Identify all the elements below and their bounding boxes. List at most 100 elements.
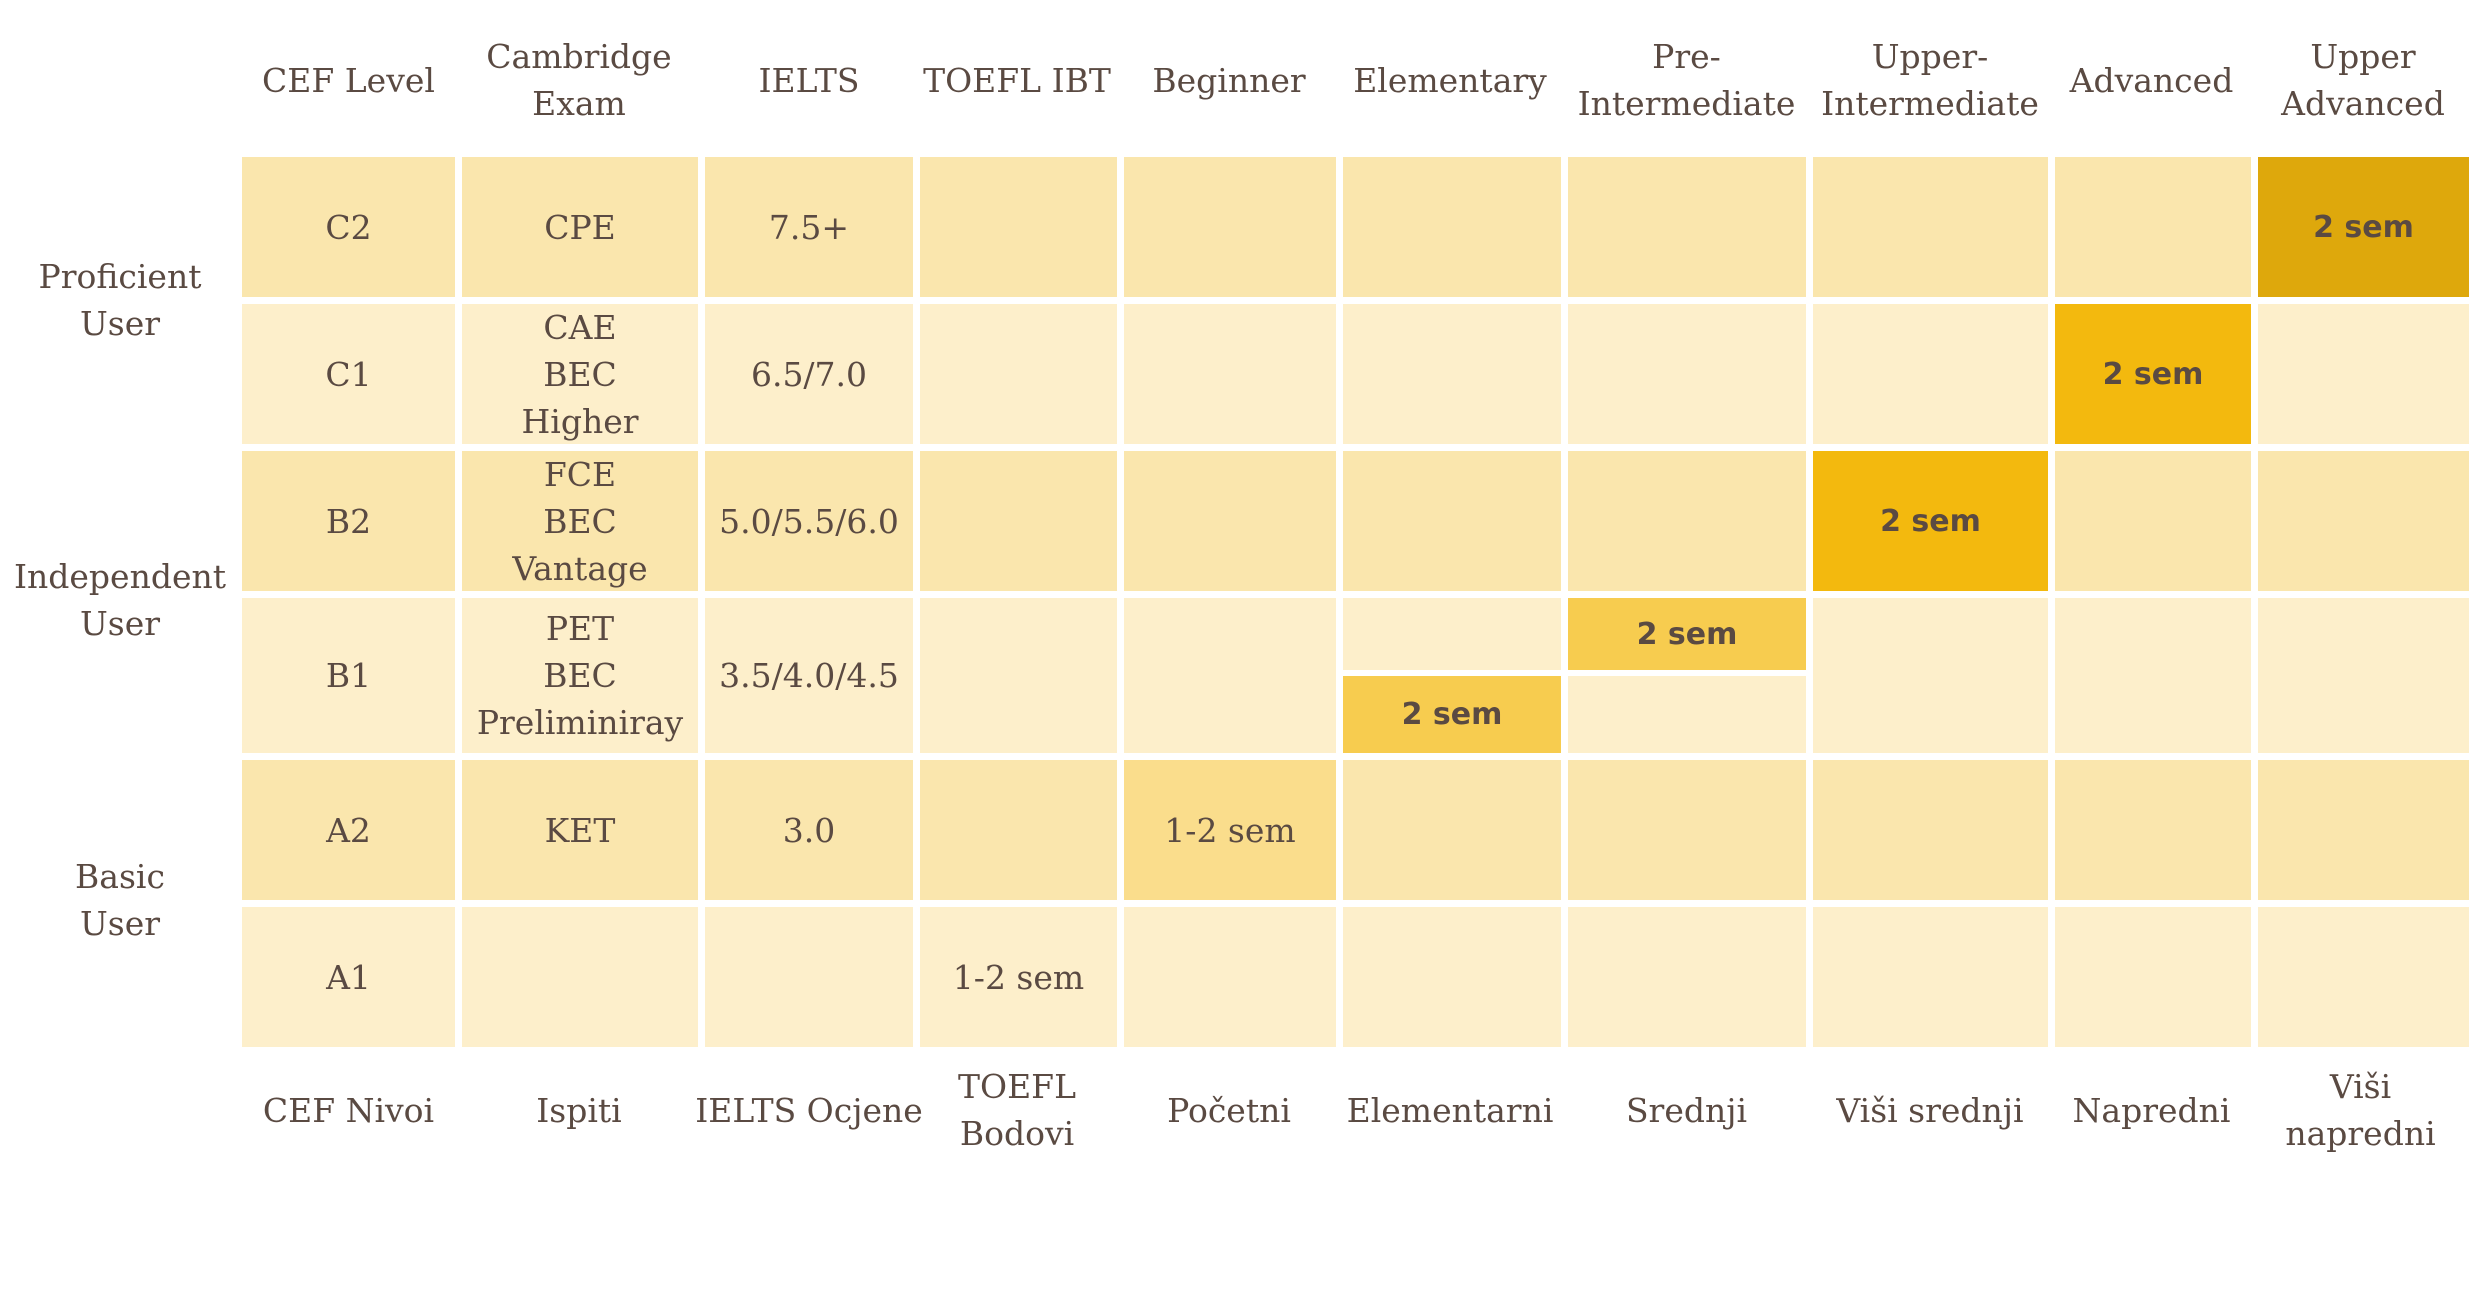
cell-a2-upper-advanced bbox=[2258, 760, 2469, 900]
group-basic-user: Basic User bbox=[0, 850, 240, 950]
cell-a1-toefl: 1-2 sem bbox=[920, 907, 1117, 1047]
header-elementary: Elementary bbox=[1340, 30, 1560, 130]
header-upper-adv-line1: Upper bbox=[2310, 37, 2416, 76]
header-beginner: Beginner bbox=[1122, 30, 1336, 130]
footer-elementarni: Elementarni bbox=[1340, 1060, 1560, 1160]
b1-ielts-text: 3.5/4.0/4.5 bbox=[719, 656, 899, 695]
header-advanced: Advanced bbox=[2053, 30, 2250, 130]
footer-toefl-line1: TOEFL bbox=[958, 1067, 1076, 1106]
header-cef-level: CEF Level bbox=[240, 30, 457, 130]
b2-exam-line1: FCE bbox=[543, 454, 617, 494]
cell-a1-level: A1 bbox=[242, 907, 455, 1047]
a2-level-text: A2 bbox=[326, 810, 371, 850]
a2-course-text: 1-2 sem bbox=[1164, 810, 1296, 850]
cell-b1-exam: PET BEC Preliminiray bbox=[462, 598, 698, 753]
header-elementary-label: Elementary bbox=[1353, 60, 1547, 100]
b1-exam-line3: Preliminiray bbox=[476, 703, 684, 742]
footer-srednji: Srednji bbox=[1567, 1060, 1806, 1160]
header-ielts: IELTS bbox=[705, 30, 913, 130]
cell-a1-beginner bbox=[1124, 907, 1336, 1047]
b1-exam-line2: BEC bbox=[543, 656, 617, 695]
cell-c2-upper-intermediate bbox=[1813, 157, 2048, 297]
cell-c2-exam: CPE bbox=[462, 157, 698, 297]
cell-c2-upper-advanced: 2 sem bbox=[2258, 157, 2469, 297]
footer-napredni: Napredni bbox=[2053, 1060, 2250, 1160]
a2-ielts-text: 3.0 bbox=[782, 810, 836, 850]
c2-ielts-text: 7.5+ bbox=[768, 207, 850, 247]
cell-b2-elementary bbox=[1343, 451, 1561, 591]
cell-c2-ielts: 7.5+ bbox=[705, 157, 913, 297]
group-basic-line2: User bbox=[79, 904, 161, 943]
cell-c1-ielts: 6.5/7.0 bbox=[705, 304, 913, 444]
cell-c1-pre-intermediate bbox=[1568, 304, 1806, 444]
group-independent-user: Independent User bbox=[0, 550, 240, 650]
cell-b1-beginner bbox=[1124, 598, 1336, 753]
header-upper-int-line1: Upper- bbox=[1871, 37, 1989, 76]
group-proficient-line1: Proficient bbox=[38, 257, 202, 296]
header-cambridge-exam: Cambridge Exam bbox=[461, 30, 697, 130]
c1-course-text: 2 sem bbox=[2102, 356, 2204, 392]
footer-cef-text: CEF Nivoi bbox=[262, 1090, 435, 1130]
header-cambridge-line1: Cambridge bbox=[486, 37, 672, 76]
cell-a1-exam bbox=[462, 907, 698, 1047]
cell-a1-advanced bbox=[2055, 907, 2251, 1047]
group-independent-line1: Independent bbox=[13, 557, 227, 596]
header-pre-line2: Intermediate bbox=[1577, 84, 1796, 123]
group-proficient-line2: User bbox=[79, 304, 161, 343]
cell-b2-upper-intermediate: 2 sem bbox=[1813, 451, 2048, 591]
group-basic-line1: Basic bbox=[75, 857, 165, 896]
cell-b1-upper-intermediate bbox=[1813, 598, 2048, 753]
cell-b1-advanced bbox=[2055, 598, 2251, 753]
cell-c1-upper-advanced bbox=[2258, 304, 2469, 444]
footer-cef-nivoi: CEF Nivoi bbox=[240, 1060, 457, 1160]
cell-c1-exam: CAE BEC Higher bbox=[462, 304, 698, 444]
cell-b2-beginner bbox=[1124, 451, 1336, 591]
cell-a2-elementary bbox=[1343, 760, 1561, 900]
footer-srednji-text: Srednji bbox=[1625, 1090, 1748, 1130]
c2-course-text: 2 sem bbox=[2313, 209, 2414, 245]
cell-c1-advanced: 2 sem bbox=[2055, 304, 2251, 444]
cell-a2-advanced bbox=[2055, 760, 2251, 900]
cell-c2-toefl bbox=[920, 157, 1117, 297]
footer-visi-napredni-text: Viši napredni bbox=[2285, 1067, 2436, 1153]
cell-a1-upper-advanced bbox=[2258, 907, 2469, 1047]
cell-b2-ielts: 5.0/5.5/6.0 bbox=[705, 451, 913, 591]
c1-exam-line3: Higher bbox=[521, 401, 639, 441]
footer-ielts-text: IELTS Ocjene bbox=[695, 1090, 923, 1130]
cell-a1-elementary bbox=[1343, 907, 1561, 1047]
cell-c2-level: C2 bbox=[242, 157, 455, 297]
header-beginner-label: Beginner bbox=[1152, 60, 1306, 100]
footer-toefl-bodovi: TOEFL Bodovi bbox=[917, 1060, 1117, 1160]
footer-visi-srednji: Viši srednji bbox=[1812, 1060, 2048, 1160]
cell-a2-ielts: 3.0 bbox=[705, 760, 913, 900]
header-cambridge-line2: Exam bbox=[532, 84, 626, 123]
cell-a2-level: A2 bbox=[242, 760, 455, 900]
cell-c2-elementary bbox=[1343, 157, 1561, 297]
header-toefl-ibt: TOEFL IBT bbox=[917, 30, 1117, 130]
cell-c2-beginner bbox=[1124, 157, 1336, 297]
cell-b2-level: B2 bbox=[242, 451, 455, 591]
cell-a2-exam: KET bbox=[462, 760, 698, 900]
a1-toefl-text: 1-2 sem bbox=[952, 957, 1085, 997]
cell-b1-upper-advanced bbox=[2258, 598, 2469, 753]
cell-b1-pre-intermediate-bottom bbox=[1568, 676, 1806, 753]
b1-level-text: B1 bbox=[325, 656, 372, 695]
b1-exam-line1: PET bbox=[545, 609, 615, 648]
cell-b1-ielts: 3.5/4.0/4.5 bbox=[705, 598, 913, 753]
b2-course-text: 2 sem bbox=[1880, 503, 1981, 539]
group-proficient-user: Proficient User bbox=[0, 250, 240, 350]
footer-pocetni-text: Početni bbox=[1167, 1090, 1291, 1130]
a1-level-text: A1 bbox=[326, 957, 371, 997]
cell-a1-pre-intermediate bbox=[1568, 907, 1806, 1047]
b2-level-text: B2 bbox=[325, 501, 372, 541]
cell-c1-upper-intermediate bbox=[1813, 304, 2048, 444]
header-advanced-label: Advanced bbox=[2069, 60, 2234, 100]
header-upper-intermediate: Upper- Intermediate bbox=[1812, 30, 2048, 130]
cell-b2-exam: FCE BEC Vantage bbox=[462, 451, 698, 591]
cell-a1-ielts bbox=[705, 907, 913, 1047]
cell-c1-beginner bbox=[1124, 304, 1336, 444]
b2-exam-line3: Vantage bbox=[512, 548, 648, 588]
cell-c2-advanced bbox=[2055, 157, 2251, 297]
footer-ispiti-text: Ispiti bbox=[536, 1090, 622, 1130]
cell-c2-pre-intermediate bbox=[1568, 157, 1806, 297]
